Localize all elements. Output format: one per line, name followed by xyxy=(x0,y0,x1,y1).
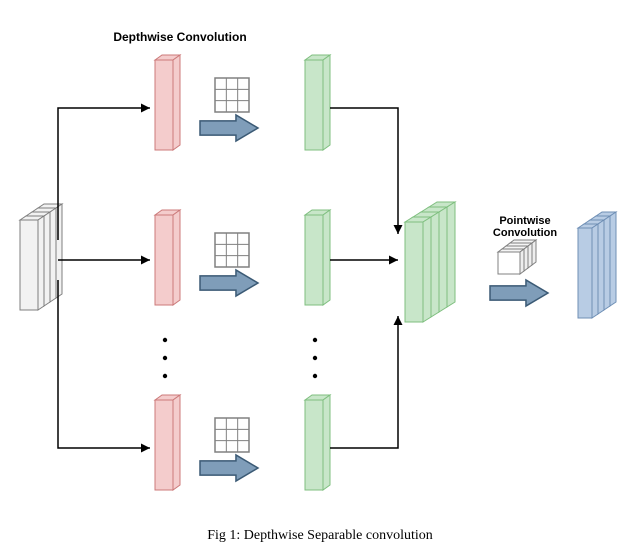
ellipsis-dot-3 xyxy=(313,338,317,342)
figure-caption: Fig 1: Depthwise Separable convolution xyxy=(0,528,640,544)
depthwise-label: Depthwise Convolution xyxy=(100,30,260,44)
depthwise-output-slab-1 xyxy=(305,210,330,305)
ellipsis-dot-2 xyxy=(163,374,167,378)
input-tensor xyxy=(20,204,62,310)
path-merge-bot xyxy=(330,316,398,448)
depthwise-output-slab-2 xyxy=(305,395,330,490)
depthwise-input-slab-0 xyxy=(155,55,180,150)
depthwise-output-slab-0 xyxy=(305,55,330,150)
ellipsis-dot-0 xyxy=(163,338,167,342)
merged-feature-map xyxy=(405,202,455,322)
ellipsis-dot-1 xyxy=(163,356,167,360)
depthwise-input-slab-2 xyxy=(155,395,180,490)
block-arrow-1 xyxy=(200,270,258,296)
path-merge-top xyxy=(330,108,398,234)
pointwise-kernel xyxy=(498,240,536,274)
depthwise-input-slab-1 xyxy=(155,210,180,305)
path-in-top xyxy=(58,108,150,240)
pointwise-label: Pointwise Convolution xyxy=(480,215,570,239)
block-arrow-3 xyxy=(490,280,548,306)
block-arrow-0 xyxy=(200,115,258,141)
ellipsis-dot-5 xyxy=(313,374,317,378)
ellipsis-dot-4 xyxy=(313,356,317,360)
depthwise-kernel-0 xyxy=(215,78,249,112)
depthwise-kernel-1 xyxy=(215,233,249,267)
output-tensor xyxy=(578,212,616,318)
block-arrow-2 xyxy=(200,455,258,481)
path-in-bot xyxy=(58,280,150,448)
depthwise-kernel-2 xyxy=(215,418,249,452)
